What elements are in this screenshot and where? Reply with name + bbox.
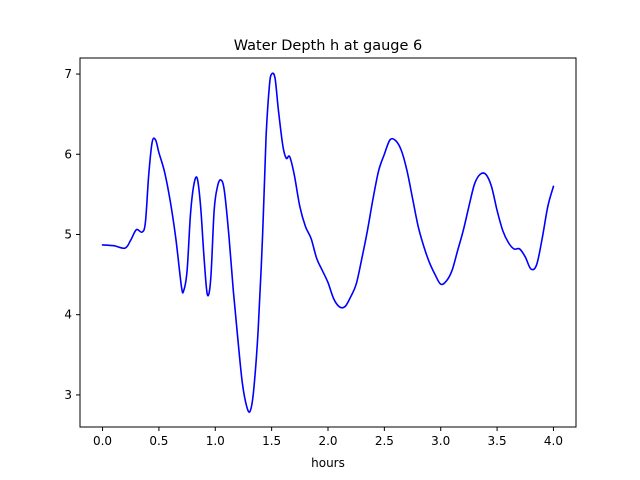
x-tick-label: 2.5	[375, 434, 394, 448]
y-tick-label: 5	[64, 227, 72, 241]
y-axis: 3 4 5 6 7	[64, 67, 80, 402]
x-tick-label: 1.5	[262, 434, 281, 448]
x-tick-label: 3.0	[431, 434, 450, 448]
plot-area	[101, 72, 555, 413]
y-tick-label: 3	[64, 388, 72, 402]
x-tick-label: 2.0	[318, 434, 337, 448]
x-axis-label: hours	[311, 456, 345, 470]
x-tick-label: 4.0	[544, 434, 563, 448]
x-axis: 0.0 0.5 1.0 1.5 2.0 2.5 3.0 3.5 4.0	[93, 427, 563, 448]
series-line	[101, 72, 555, 413]
axes-frame	[79, 57, 577, 428]
x-tick-label: 0.5	[149, 434, 168, 448]
y-tick-label: 6	[64, 147, 72, 161]
x-tick-label: 1.0	[206, 434, 225, 448]
y-tick-label: 7	[64, 67, 72, 81]
y-tick-label: 4	[64, 308, 72, 322]
chart-title: Water Depth h at gauge 6	[234, 38, 422, 54]
x-tick-label: 0.0	[93, 434, 112, 448]
x-tick-label: 3.5	[488, 434, 507, 448]
